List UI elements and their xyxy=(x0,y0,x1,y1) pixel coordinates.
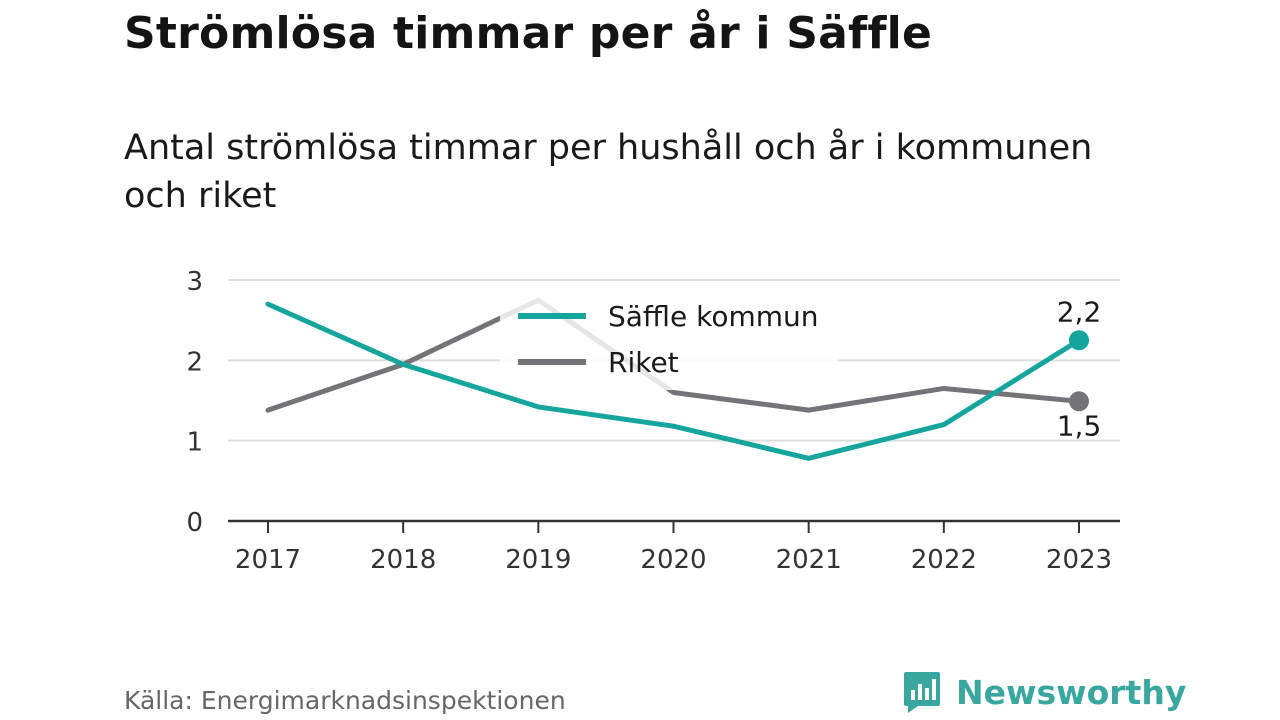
x-tick-label: 2017 xyxy=(235,545,301,575)
x-tick-label: 2020 xyxy=(640,545,706,575)
x-tick-label: 2018 xyxy=(370,545,436,575)
source-note: Källa: Energimarknadsinspektionen xyxy=(124,686,566,715)
end-point-riket xyxy=(1069,391,1089,412)
x-tick-label: 2021 xyxy=(776,545,842,575)
legend-box xyxy=(500,290,838,390)
newsworthy-icon xyxy=(904,672,940,713)
end-label-saffle: 2,2 xyxy=(1057,295,1102,328)
legend-label-riket: Riket xyxy=(608,346,679,379)
x-tick-label: 2023 xyxy=(1046,545,1112,575)
chart-title: Strömlösa timmar per år i Säffle xyxy=(124,8,932,59)
series-line-saffle xyxy=(265,301,1082,461)
y-tick-label: 3 xyxy=(186,267,203,297)
legend-label-saffle: Säffle kommun xyxy=(608,300,819,333)
end-label-riket: 1,5 xyxy=(1057,409,1102,442)
end-point-saffle xyxy=(1069,330,1089,351)
x-tick-label: 2019 xyxy=(505,545,571,575)
x-tick-label: 2022 xyxy=(911,545,977,575)
chart-subtitle: Antal strömlösa timmar per hushåll och å… xyxy=(124,128,1093,216)
brand-name: Newsworthy xyxy=(956,672,1187,712)
newsworthy-logo: Newsworthy xyxy=(902,670,1186,714)
y-tick-label: 1 xyxy=(186,428,203,458)
y-tick-label: 2 xyxy=(186,347,203,377)
y-tick-label: 0 xyxy=(186,508,203,538)
